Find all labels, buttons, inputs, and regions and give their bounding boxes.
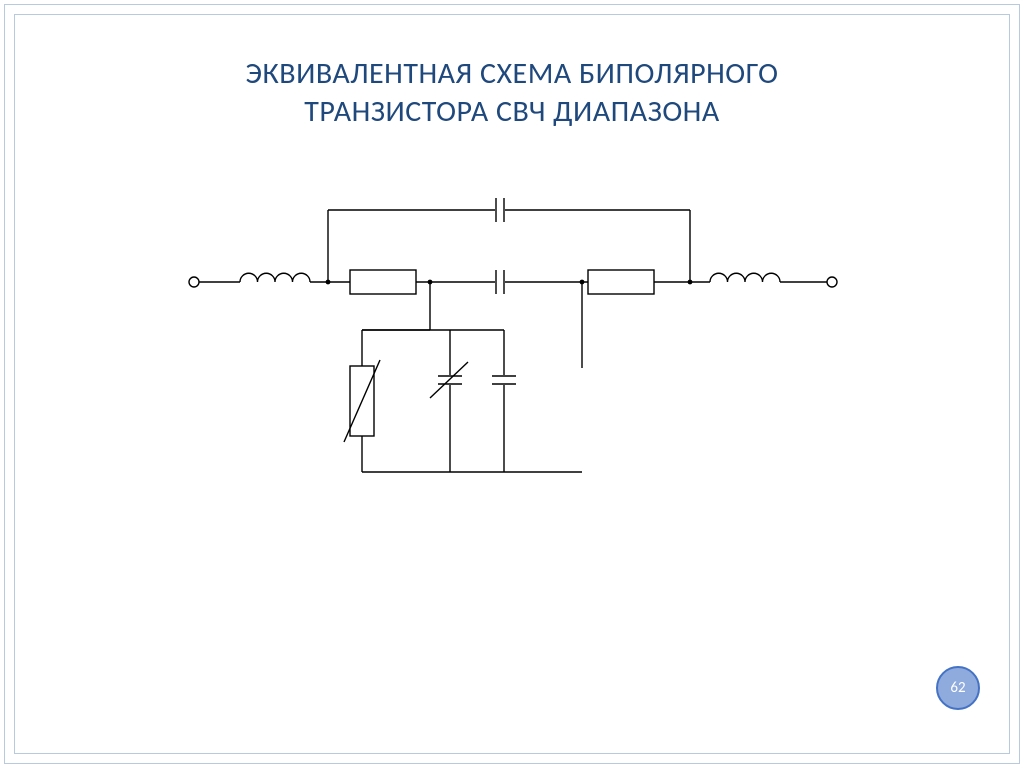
title-line-1: ЭКВИВАЛЕНТНАЯ СХЕМА БИПОЛЯРНОГО [0, 55, 1024, 93]
title-line-2: ТРАНЗИСТОРА СВЧ ДИАПАЗОНА [0, 93, 1024, 131]
page-number: 62 [950, 679, 965, 697]
circuit-diagram [150, 170, 870, 730]
slide-title: ЭКВИВАЛЕНТНАЯ СХЕМА БИПОЛЯРНОГО ТРАНЗИСТ… [0, 55, 1024, 130]
page-number-badge: 62 [936, 666, 980, 710]
